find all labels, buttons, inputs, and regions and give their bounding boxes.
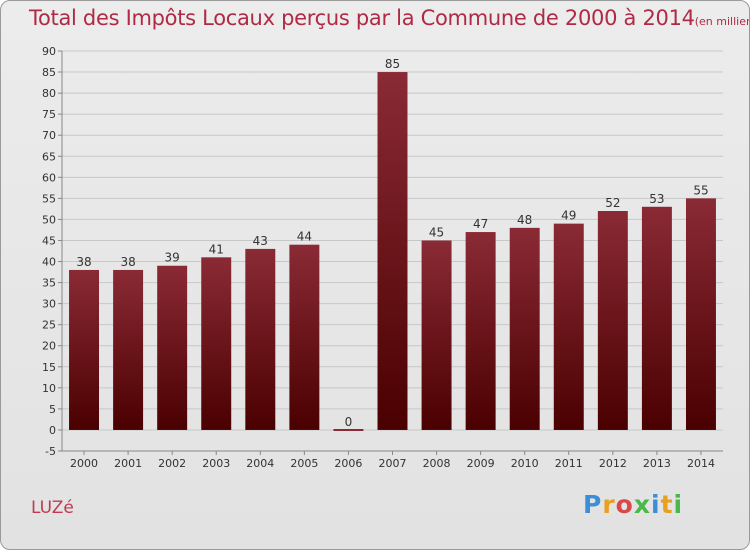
bar [641,206,672,430]
bar-value-label: 49 [561,209,576,223]
x-tick-label: 2013 [643,457,671,470]
x-tick-label: 2005 [290,457,318,470]
y-tick-label: 0 [49,424,56,437]
bar [553,223,584,430]
bar [421,240,452,430]
logo-letter: x [633,490,651,519]
y-tick-label: 85 [42,66,56,79]
x-tick-label: 2012 [599,457,627,470]
x-tick-label: 2014 [687,457,715,470]
y-tick-label: 50 [42,213,56,226]
y-tick-label: 35 [42,277,56,290]
x-tick-label: 2001 [114,457,142,470]
bar-value-label: 44 [297,230,312,244]
y-tick-label: 70 [42,129,56,142]
bar-value-label: 53 [649,192,664,206]
y-tick-label: 55 [42,192,56,205]
chart-title: Total des Impôts Locaux perçus par la Co… [29,6,749,30]
bar [377,72,408,430]
y-tick-label: 30 [42,298,56,311]
y-tick-label: 15 [42,361,56,374]
bar-value-label: 52 [605,196,620,210]
bar-value-label: 55 [693,183,708,197]
y-tick-label: 10 [42,382,56,395]
x-tick-label: 2009 [467,457,495,470]
x-tick-label: 2007 [379,457,407,470]
bar-value-label: 38 [76,255,91,269]
logo-letter: P [583,490,603,519]
commune-name: LUZé [31,498,74,518]
logo-letter: i [673,490,684,519]
bar [597,211,628,430]
bar [465,232,496,430]
bar [157,265,188,430]
x-tick-label: 2003 [202,457,230,470]
bar [245,248,276,430]
bar-value-label: 41 [209,242,224,256]
x-tick-label: 2011 [555,457,583,470]
y-tick-label: 25 [42,319,56,332]
y-tick-label: 60 [42,171,56,184]
logo-letter: i [651,490,661,519]
logo-letter: t [660,490,674,519]
bar-value-label: 0 [345,415,353,429]
x-tick-label: 2002 [158,457,186,470]
logo-letter: r [602,490,616,519]
bar-value-label: 39 [165,251,180,265]
bar [289,244,320,430]
y-tick-label: 45 [42,234,56,247]
x-tick-label: 2000 [70,457,98,470]
chart-unit: (en milliers d'€) [694,15,749,28]
x-tick-label: 2006 [334,457,362,470]
bar [69,269,100,430]
y-tick-label: 80 [42,87,56,100]
bar-value-label: 47 [473,217,488,231]
bar [113,269,144,430]
x-tick-label: 2004 [246,457,274,470]
y-tick-label: 5 [49,403,56,416]
proxiti-logo[interactable]: Proxiti [583,490,683,519]
y-tick-label: 40 [42,256,56,269]
bar-value-label: 85 [385,57,400,71]
bar [201,257,232,430]
chart-title-text: Total des Impôts Locaux perçus par la Co… [29,6,695,30]
y-tick-label: 20 [42,340,56,353]
x-tick-label: 2008 [423,457,451,470]
bar [509,227,540,430]
y-tick-label: 75 [42,108,56,121]
bar-value-label: 38 [120,255,135,269]
bar [685,198,716,430]
bar-value-label: 43 [253,234,268,248]
y-tick-label: -5 [45,445,56,458]
bar-value-label: 45 [429,225,444,239]
y-tick-label: 90 [42,45,56,58]
logo-letter: o [615,490,634,519]
x-tick-label: 2010 [511,457,539,470]
y-tick-label: 65 [42,150,56,163]
bar-value-label: 48 [517,213,532,227]
